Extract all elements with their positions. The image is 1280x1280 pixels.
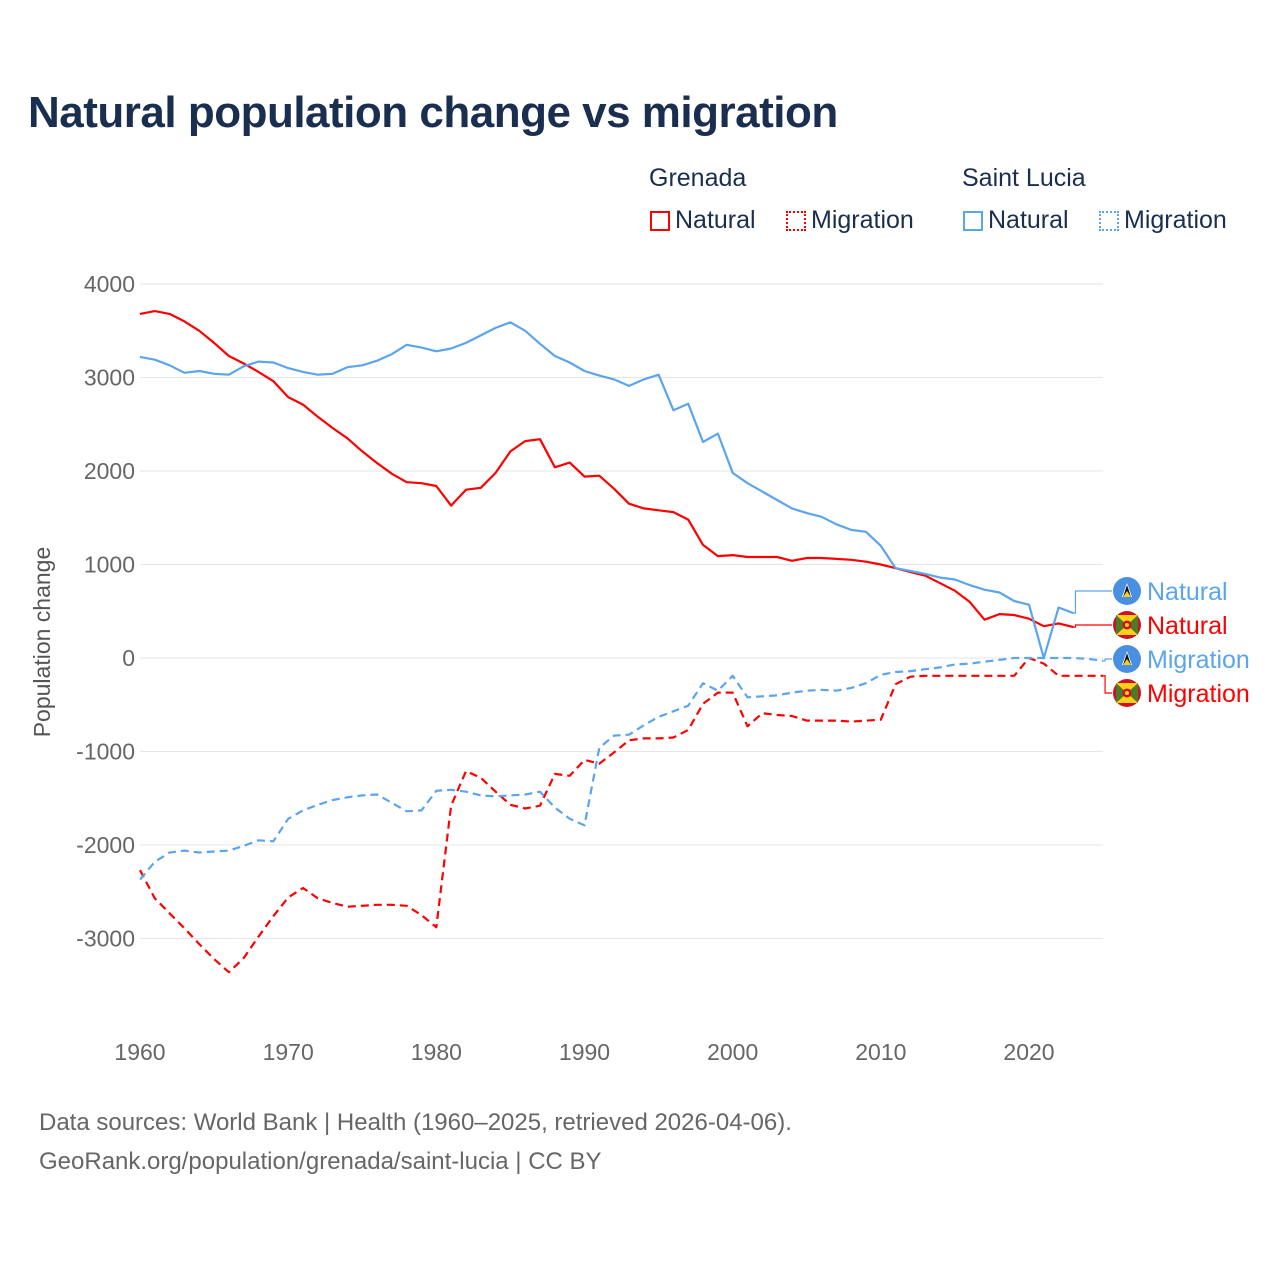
legend-label: Migration [811, 206, 914, 234]
x-tick-label: 1990 [559, 1039, 610, 1065]
legend-swatch-solid [650, 210, 670, 231]
end-label-saint-lucia-natural: Natural [1073, 577, 1228, 614]
legend-saint-lucia-migration[interactable]: Migration [1099, 206, 1227, 235]
legend-group-saint-lucia: Saint Lucia [962, 164, 1086, 192]
y-axis-label: Population change [29, 547, 55, 738]
legend-label: Migration [1124, 206, 1227, 234]
label-connector [1103, 658, 1112, 662]
end-label-saint-lucia-migration: Migration [1103, 645, 1250, 674]
flag-field [1116, 683, 1127, 703]
series-line-saint-lucia-natural [139, 321, 1074, 660]
chart-title: Natural population change vs migration [28, 88, 838, 137]
x-tick-label: 1980 [411, 1039, 462, 1065]
footer-link[interactable]: GeoRank.org/population/grenada/saint-luc… [39, 1148, 602, 1175]
y-tick-label: -1000 [76, 739, 135, 765]
end-label-grenada-migration: Migration [1103, 675, 1250, 708]
footer-sources: Data sources: World Bank | Health (1960–… [39, 1109, 792, 1136]
flag-triangle [1123, 659, 1131, 665]
series-line-grenada-natural [139, 310, 1074, 629]
x-tick-label: 1960 [114, 1039, 165, 1065]
series-line-grenada-migration [139, 656, 1104, 974]
x-tick-label: 1970 [263, 1039, 314, 1065]
y-tick-label: 3000 [84, 365, 135, 391]
flag-field [1127, 615, 1138, 635]
y-tick-label: 4000 [84, 271, 135, 297]
label-connector [1103, 675, 1112, 694]
legend-group-grenada: Grenada [649, 164, 747, 192]
y-tick-label: 2000 [84, 458, 135, 484]
legend-swatch-dotted [786, 210, 806, 231]
x-tick-label: 2010 [855, 1039, 906, 1065]
y-tick-label: -2000 [76, 832, 135, 858]
y-tick-label: -3000 [76, 926, 135, 952]
legend-label: Natural [988, 206, 1069, 234]
series-line-saint-lucia-migration [139, 656, 1104, 881]
y-tick-label: 0 [122, 645, 135, 671]
x-tick-label: 2020 [1003, 1039, 1054, 1065]
end-label-text: Migration [1147, 680, 1250, 708]
flag-star [1125, 623, 1129, 627]
legend-grenada-migration[interactable]: Migration [786, 206, 914, 235]
legend-label: Natural [675, 206, 756, 234]
legend-swatch-solid [963, 210, 983, 231]
label-connector [1073, 590, 1112, 614]
legend-swatch-dotted [1099, 210, 1119, 231]
legend-saint-lucia-natural[interactable]: Natural [963, 206, 1069, 235]
end-label-grenada-natural: Natural [1073, 611, 1228, 640]
flag-field [1116, 615, 1127, 635]
flag-triangle [1123, 591, 1131, 597]
label-connector [1073, 624, 1112, 628]
x-tick-label: 2000 [707, 1039, 758, 1065]
legend-grenada-natural[interactable]: Natural [650, 206, 756, 235]
flag-field [1127, 683, 1138, 703]
y-tick-label: 1000 [84, 552, 135, 578]
end-label-text: Migration [1147, 646, 1250, 674]
end-label-text: Natural [1147, 612, 1228, 640]
flag-star [1125, 691, 1129, 695]
end-label-text: Natural [1147, 578, 1228, 606]
